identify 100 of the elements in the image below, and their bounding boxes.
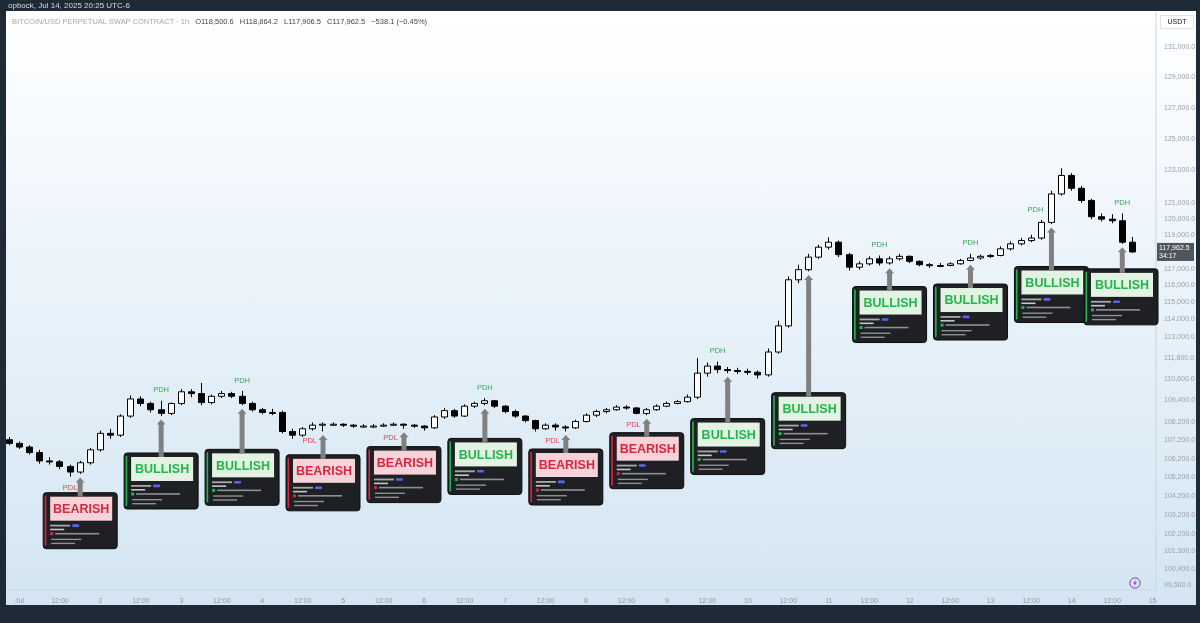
candlestick: [947, 261, 954, 267]
candlestick: [56, 459, 63, 470]
candlestick: [319, 421, 326, 433]
candlestick: [117, 413, 124, 438]
candlestick: [1048, 190, 1055, 225]
candlestick: [876, 254, 883, 267]
candlestick: [441, 407, 448, 420]
candlestick: [299, 426, 306, 438]
candlestick: [552, 422, 559, 432]
candlestick: [107, 428, 114, 440]
candlestick: [835, 240, 842, 258]
candlestick: [77, 460, 84, 475]
annotation: BULLISH: [782, 402, 837, 417]
candlestick: [491, 399, 498, 409]
candlestick: [694, 357, 701, 400]
candlestick: [97, 430, 104, 453]
candlestick: [46, 456, 53, 466]
candlestick: [1007, 240, 1014, 251]
callout-card: BULLISH: [1013, 266, 1089, 323]
annotation: BEARISH: [53, 502, 110, 517]
candlestick: [967, 253, 974, 262]
callout-card: BULLISH: [852, 286, 928, 344]
callout-card: BULLISH: [123, 452, 199, 510]
candlestick: [1018, 237, 1025, 246]
candlestick: [987, 253, 994, 259]
callout-card: BULLISH: [771, 392, 847, 450]
callout-card: BEARISH: [285, 454, 361, 512]
candlestick: [603, 407, 610, 414]
candlestick: [178, 388, 185, 406]
candlestick: [1068, 172, 1075, 192]
candlestick: [815, 244, 822, 260]
candlestick: [1058, 167, 1065, 197]
candlestick: [400, 422, 407, 430]
candlestick: [228, 391, 235, 399]
candlestick: [906, 254, 913, 264]
candlestick: [158, 400, 165, 417]
candlestick: [1098, 212, 1105, 223]
candlestick: [198, 382, 205, 406]
annotation: BEARISH: [376, 455, 434, 470]
candlestick: [846, 252, 853, 272]
candlestick: [431, 414, 438, 430]
annotation: BULLISH: [701, 427, 756, 442]
candlestick: [421, 424, 428, 432]
candlestick: [279, 410, 286, 434]
candlestick: [1129, 236, 1136, 254]
candlestick: [542, 422, 549, 431]
candlestick: [309, 421, 316, 432]
candlestick: [87, 447, 94, 466]
candlestick: [1088, 198, 1095, 220]
candlestick: [390, 421, 397, 427]
annotation: BULLISH: [458, 447, 513, 462]
candlestick: [795, 264, 802, 284]
candlestick: [785, 275, 792, 329]
candlestick: [997, 245, 1004, 257]
candlestick: [1078, 185, 1085, 204]
candlestick: [714, 361, 721, 374]
annotation: BULLISH: [215, 458, 271, 473]
candlestick: [461, 403, 468, 418]
text: opbock, Jul 14, 2025 20:25 UTC-6: [8, 1, 130, 11]
candlestick: [147, 401, 154, 413]
candlestick: [269, 408, 276, 416]
candlestick: [127, 394, 134, 419]
candlestick: [623, 404, 630, 411]
candlestick: [674, 399, 681, 405]
candlestick: [451, 408, 458, 419]
candlestick: [1038, 219, 1045, 241]
candlestick: [289, 428, 296, 440]
candlestick: [926, 262, 933, 269]
candlestick: [532, 419, 539, 433]
candlestick: [805, 253, 812, 272]
candlestick: [411, 423, 418, 429]
candlestick: [1109, 213, 1116, 224]
candlestick: [856, 260, 863, 271]
candlestick: [724, 366, 731, 374]
candlestick: [754, 369, 761, 379]
annotation: BULLISH: [135, 462, 190, 477]
annotation: BEARISH: [295, 464, 353, 479]
callout-card: BEARISH: [366, 446, 442, 504]
candlestick: [704, 362, 711, 378]
candlestick: [380, 422, 387, 428]
candlestick: [957, 258, 964, 266]
candlestick: [481, 397, 488, 406]
callout-card: BEARISH: [42, 492, 118, 550]
candlestick: [653, 403, 660, 412]
candlestick: [765, 348, 772, 378]
candlestick: [208, 393, 215, 405]
candlestick: [340, 422, 347, 428]
candlestick: [471, 401, 478, 409]
candlestick: [239, 390, 246, 406]
candlestick: [663, 401, 670, 408]
candlestick: [744, 368, 751, 376]
candlestick: [886, 255, 893, 266]
candlestick: [643, 407, 650, 416]
candlestick: [1119, 212, 1126, 245]
candlestick: [330, 421, 337, 427]
candlestick: [16, 441, 23, 450]
candlestick: [360, 423, 367, 429]
annotation: BEARISH: [538, 458, 595, 473]
callout-card: BULLISH: [204, 448, 280, 506]
candlestick: [633, 406, 640, 415]
